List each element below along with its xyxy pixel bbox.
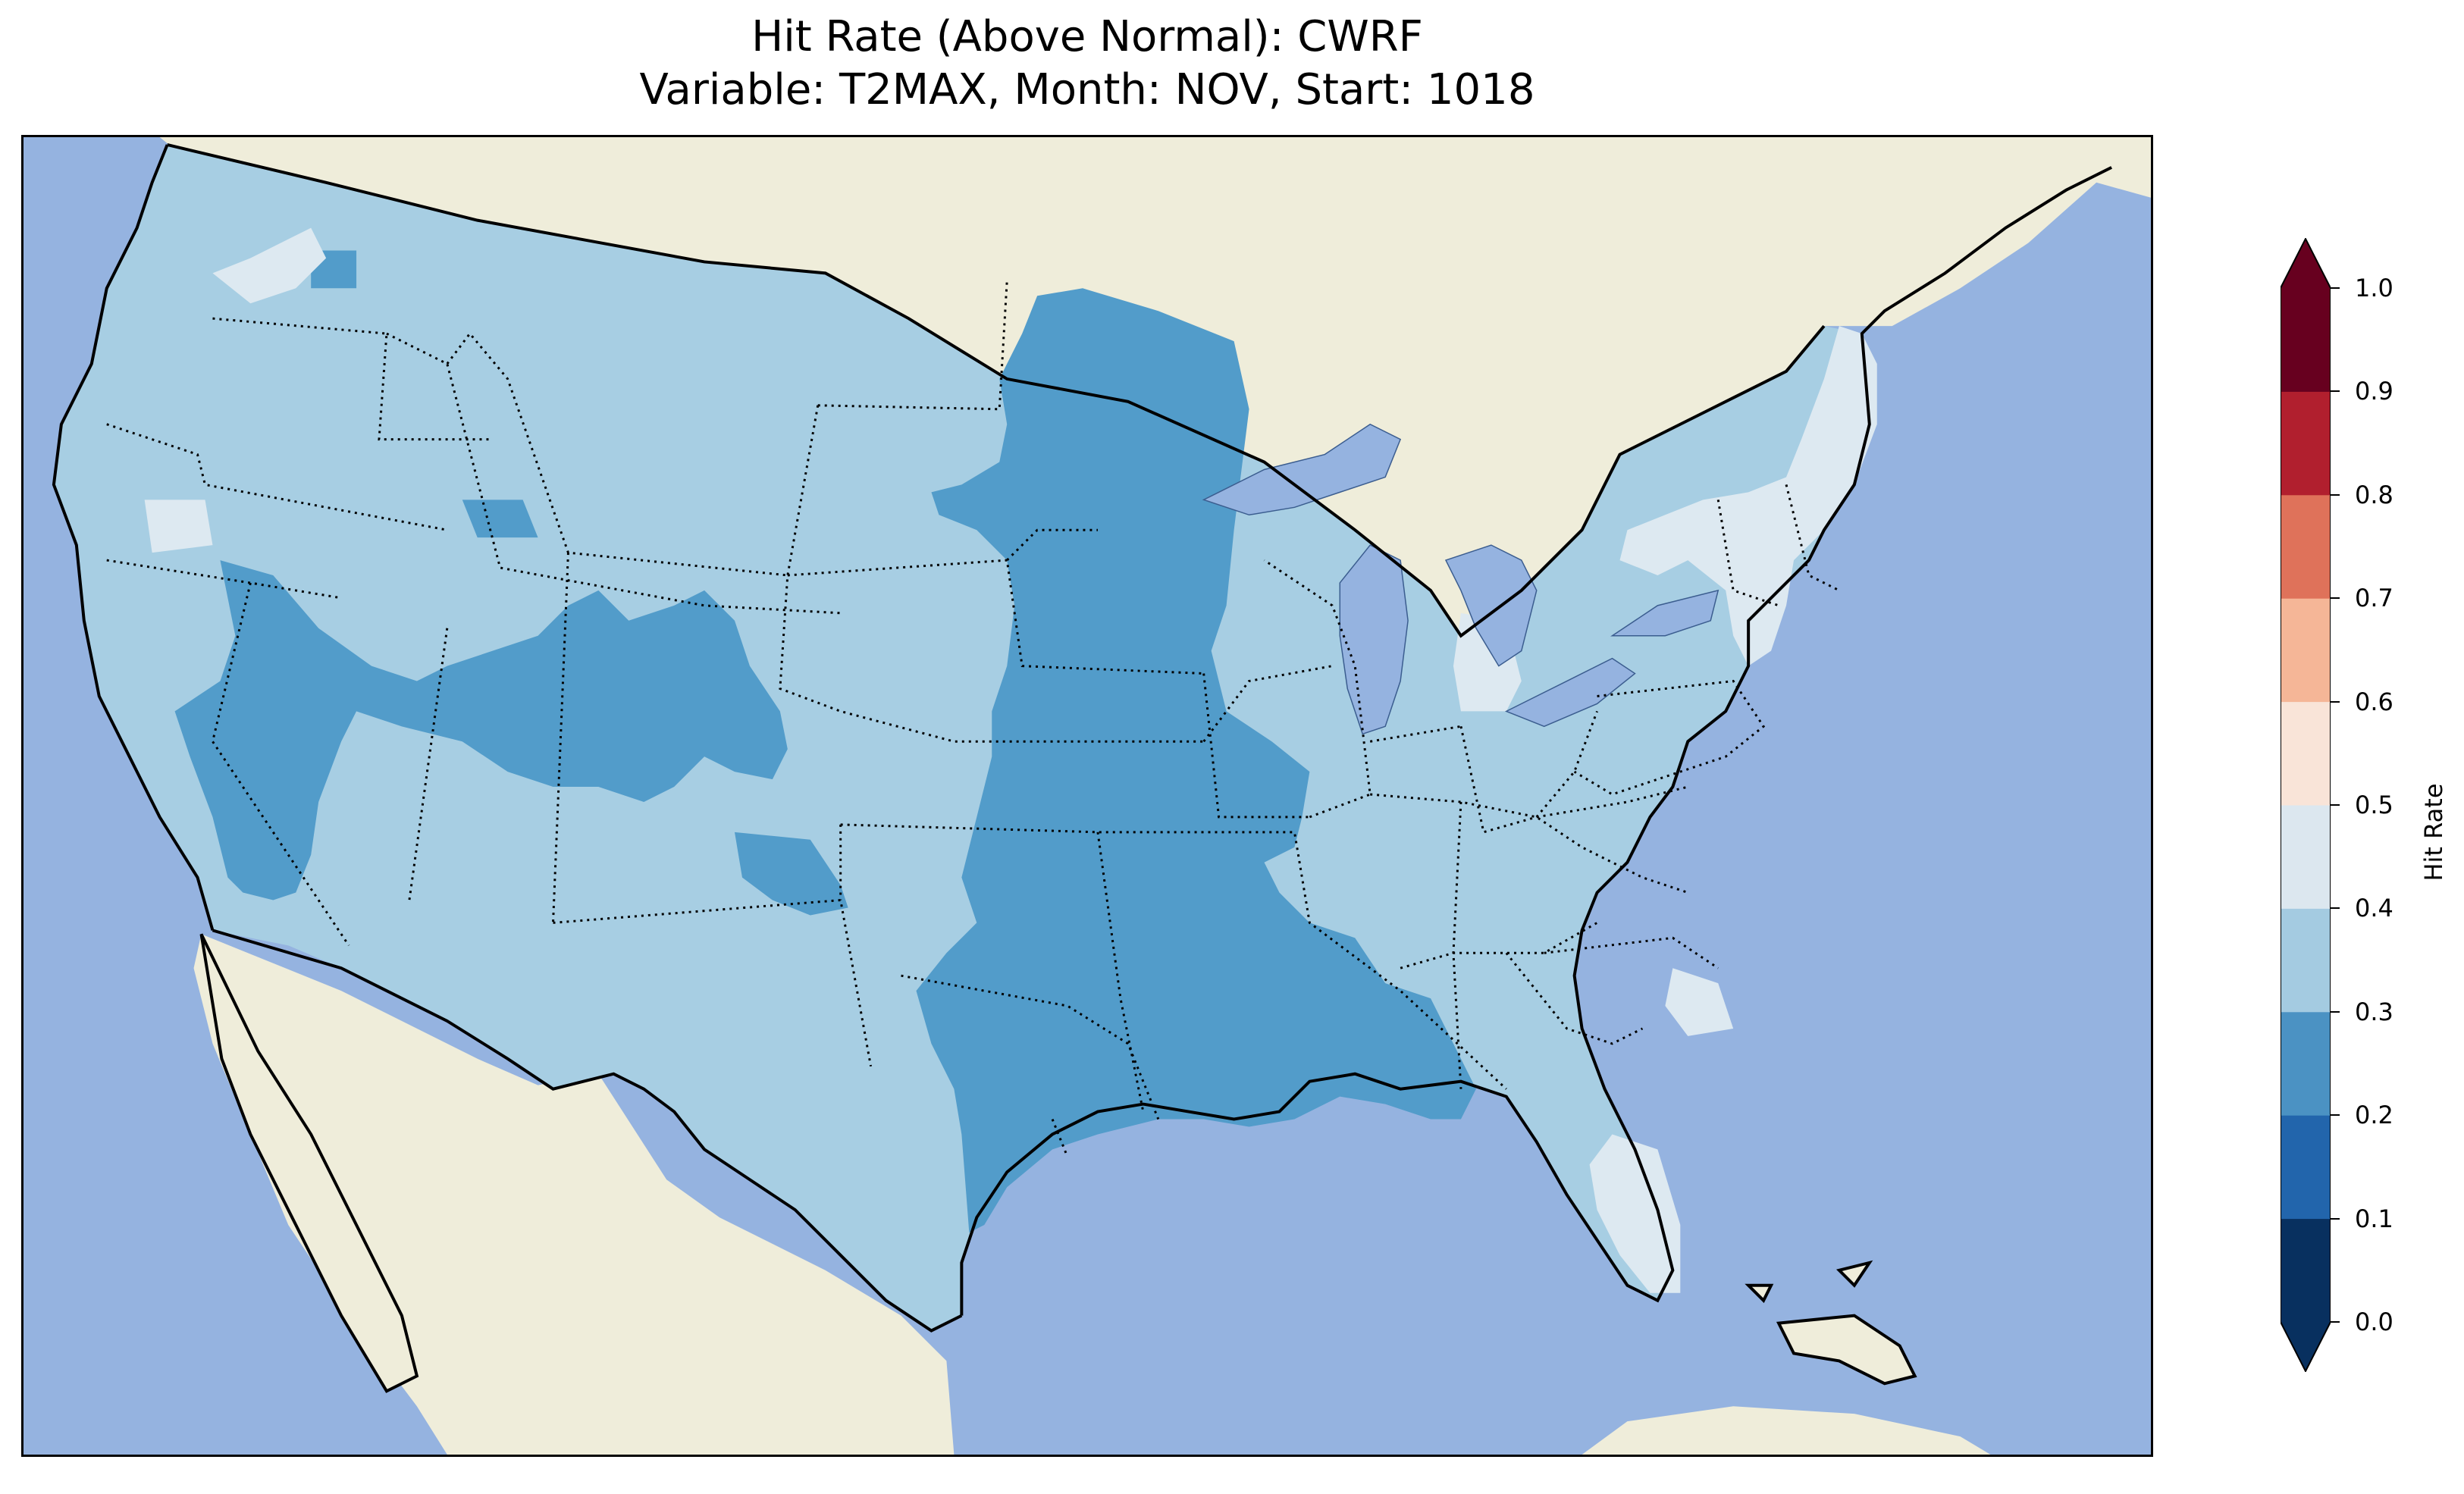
colorbar-tick xyxy=(2331,287,2340,289)
colorbar-swatch xyxy=(2281,1218,2331,1323)
colorbar-extend-min xyxy=(2281,1322,2331,1372)
colorbar-tick xyxy=(2331,1321,2340,1323)
colorbar-tick xyxy=(2331,1217,2340,1220)
title-line-2: Variable: T2MAX, Month: NOV, Start: 1018 xyxy=(639,65,1535,114)
state-borders xyxy=(106,280,1840,1157)
great-lakes xyxy=(1202,423,1719,735)
colorbar-swatches xyxy=(2281,238,2331,1372)
colorbar-tick xyxy=(2331,700,2340,703)
colorbar-swatch xyxy=(2281,391,2331,496)
colorbar-tick xyxy=(2331,804,2340,806)
colorbar-tick xyxy=(2331,390,2340,393)
colorbar-tick-label: 0.1 xyxy=(2355,1204,2393,1233)
colorbar-title: Hit Rate xyxy=(2419,783,2448,882)
colorbar-tick xyxy=(2331,1114,2340,1117)
colorbar xyxy=(2281,238,2331,1372)
colorbar-tick xyxy=(2331,493,2340,496)
colorbar-extend-max xyxy=(2281,238,2331,288)
colorbar-swatch xyxy=(2281,598,2331,703)
colorbar-tick-label: 0.5 xyxy=(2355,791,2393,819)
chart-title: Hit Rate (Above Normal): CWRF Variable: … xyxy=(0,11,2174,117)
colorbar-swatch xyxy=(2281,494,2331,599)
title-line-1: Hit Rate (Above Normal): CWRF xyxy=(751,12,1423,61)
colorbar-swatch xyxy=(2281,701,2331,806)
colorbar-swatch xyxy=(2281,908,2331,1013)
colorbar-tick-label: 0.3 xyxy=(2355,997,2393,1026)
colorbar-swatch xyxy=(2281,1011,2331,1116)
colorbar-tick-label: 0.9 xyxy=(2355,377,2393,406)
colorbar-tick-label: 0.6 xyxy=(2355,687,2393,716)
caribbean-islands xyxy=(1745,1260,1917,1386)
colorbar-swatch xyxy=(2281,288,2331,392)
colorbar-swatch xyxy=(2281,1115,2331,1220)
map-svg xyxy=(24,137,2151,1455)
colorbar-tick xyxy=(2331,597,2340,600)
colorbar-tick-label: 0.7 xyxy=(2355,584,2393,613)
colorbar-tick xyxy=(2331,1010,2340,1013)
map-panel[interactable] xyxy=(21,135,2153,1457)
caribbean-land xyxy=(1582,1406,1991,1455)
colorbar-swatch xyxy=(2281,805,2331,909)
colorbar-tick-label: 0.4 xyxy=(2355,894,2393,923)
colorbar-tick-label: 1.0 xyxy=(2355,274,2393,302)
colorbar-tick-label: 0.8 xyxy=(2355,480,2393,509)
colorbar-tick-label: 0.2 xyxy=(2355,1101,2393,1130)
baja-peninsula xyxy=(212,991,417,1392)
colorbar-tick-label: 0.0 xyxy=(2355,1308,2393,1336)
national-borders xyxy=(52,143,2113,1393)
colorbar-tick xyxy=(2331,907,2340,910)
